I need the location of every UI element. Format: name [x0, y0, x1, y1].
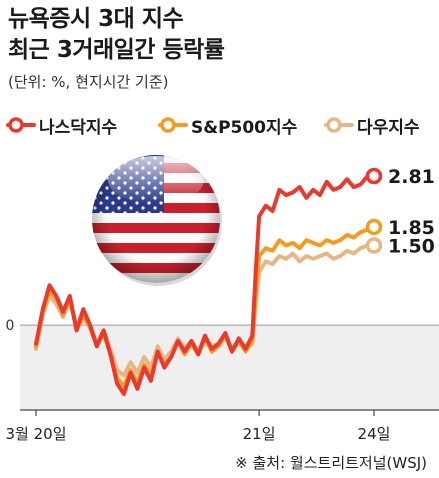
- legend-marker-nasdaq-icon: [6, 117, 36, 133]
- x-tick-label: 24일: [358, 425, 391, 443]
- series-lines: [34, 174, 376, 397]
- end-value-label-2: 1.50: [388, 236, 435, 258]
- chart-title-line-1: 뉴욕증시 3대 지수: [8, 6, 184, 32]
- series-line-0: [34, 174, 376, 397]
- legend-marker-sp500-icon: [158, 117, 188, 133]
- us-flag-icon: [92, 155, 222, 286]
- end-marker-1: [365, 218, 383, 236]
- chart-title: 뉴욕증시 3대 지수 최근 3거래일간 등락률: [8, 4, 225, 66]
- x-tick-label: 3월 20일: [6, 425, 67, 443]
- legend-item-dow: 다우지수: [324, 113, 420, 138]
- chart-title-line-2: 최근 3거래일간 등락률: [8, 37, 225, 63]
- legend-item-nasdaq: 나스닥지수: [6, 113, 118, 138]
- x-ticks: 3월 20일 21일 24일: [6, 410, 391, 443]
- legend-item-sp500: S&P500지수: [158, 113, 298, 138]
- legend-label-dow: 다우지수: [357, 117, 420, 138]
- unit-note: (단위: %, 현지시간 기준): [8, 73, 169, 91]
- end-markers: 2.81 1.851.50: [365, 166, 435, 258]
- legend: 나스닥지수 S&P500지수 다우지수: [6, 113, 436, 138]
- source-note: ※ 출처: 월스트리트저널(WSJ): [235, 454, 427, 472]
- end-value-label-0: 2.81: [388, 166, 435, 188]
- end-marker-0: [365, 167, 383, 185]
- legend-label-nasdaq: 나스닥지수: [39, 117, 118, 138]
- legend-marker-dow-icon: [324, 117, 354, 133]
- x-tick-label: 21일: [243, 425, 276, 443]
- legend-label-sp500: S&P500지수: [191, 117, 298, 138]
- negative-region-background: [20, 325, 439, 410]
- end-marker-2: [365, 237, 383, 254]
- end-value-label-1: 1.85: [388, 217, 435, 239]
- y-tick-label-0: 0: [6, 318, 15, 334]
